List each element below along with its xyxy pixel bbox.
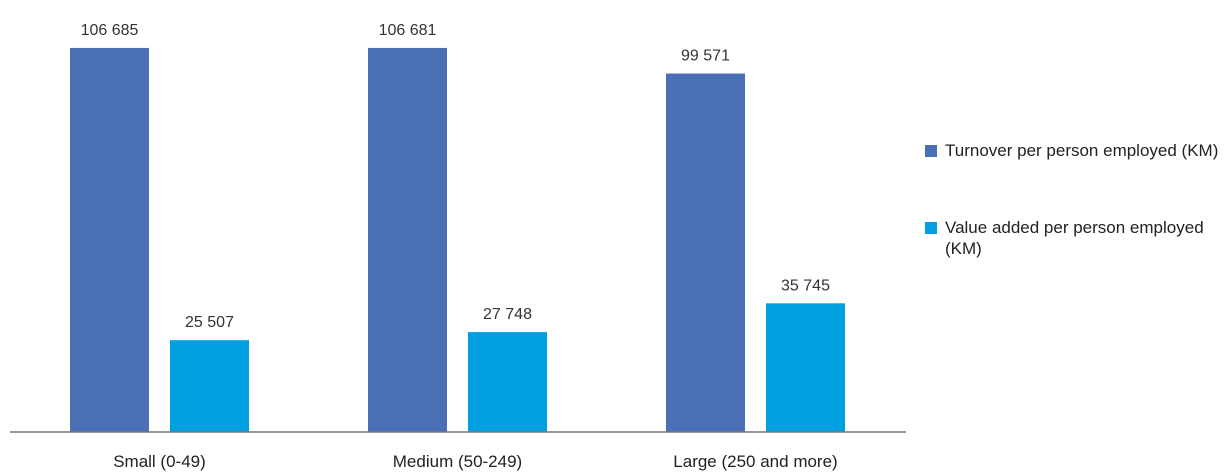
value-label-turnover-3: 99 571 [681,48,730,65]
legend-item-value-added: Value added per person employed (KM) [923,217,1223,259]
category-labels-group: Small (0-49) Medium (50-249) Large (250 an… [113,452,838,471]
legend-swatch-value-added [925,222,937,234]
bar-turnover-3 [666,73,745,432]
value-label-turnover-1: 106 685 [81,22,139,39]
value-labels-group: 106 685 25 507 106 681 27 748 99 571 35 745 [81,22,830,331]
category-label-1: Small (0-49) [113,452,206,471]
legend-label-value-added: Value added per person employed (KM) [945,218,1204,258]
value-label-turnover-2: 106 681 [379,22,437,39]
bar-value-added-3 [766,303,845,432]
bars-group [70,47,845,433]
category-label-3: Large (250 and more) [673,452,837,471]
legend-item-turnover: Turnover per person employed (KM) [923,140,1223,161]
value-label-value-added-1: 25 507 [185,314,234,331]
category-label-2: Medium (50-249) [393,452,522,471]
legend-swatch-turnover [925,145,937,157]
legend: Turnover per person employed (KM) Value … [923,140,1223,259]
value-label-value-added-2: 27 748 [483,306,532,323]
value-label-value-added-3: 35 745 [781,277,830,294]
bar-value-added-1 [170,340,249,432]
legend-label-turnover: Turnover per person employed (KM) [945,141,1219,160]
bar-value-added-2 [468,332,547,432]
bar-turnover-2 [368,47,447,433]
bar-turnover-1 [70,47,149,433]
